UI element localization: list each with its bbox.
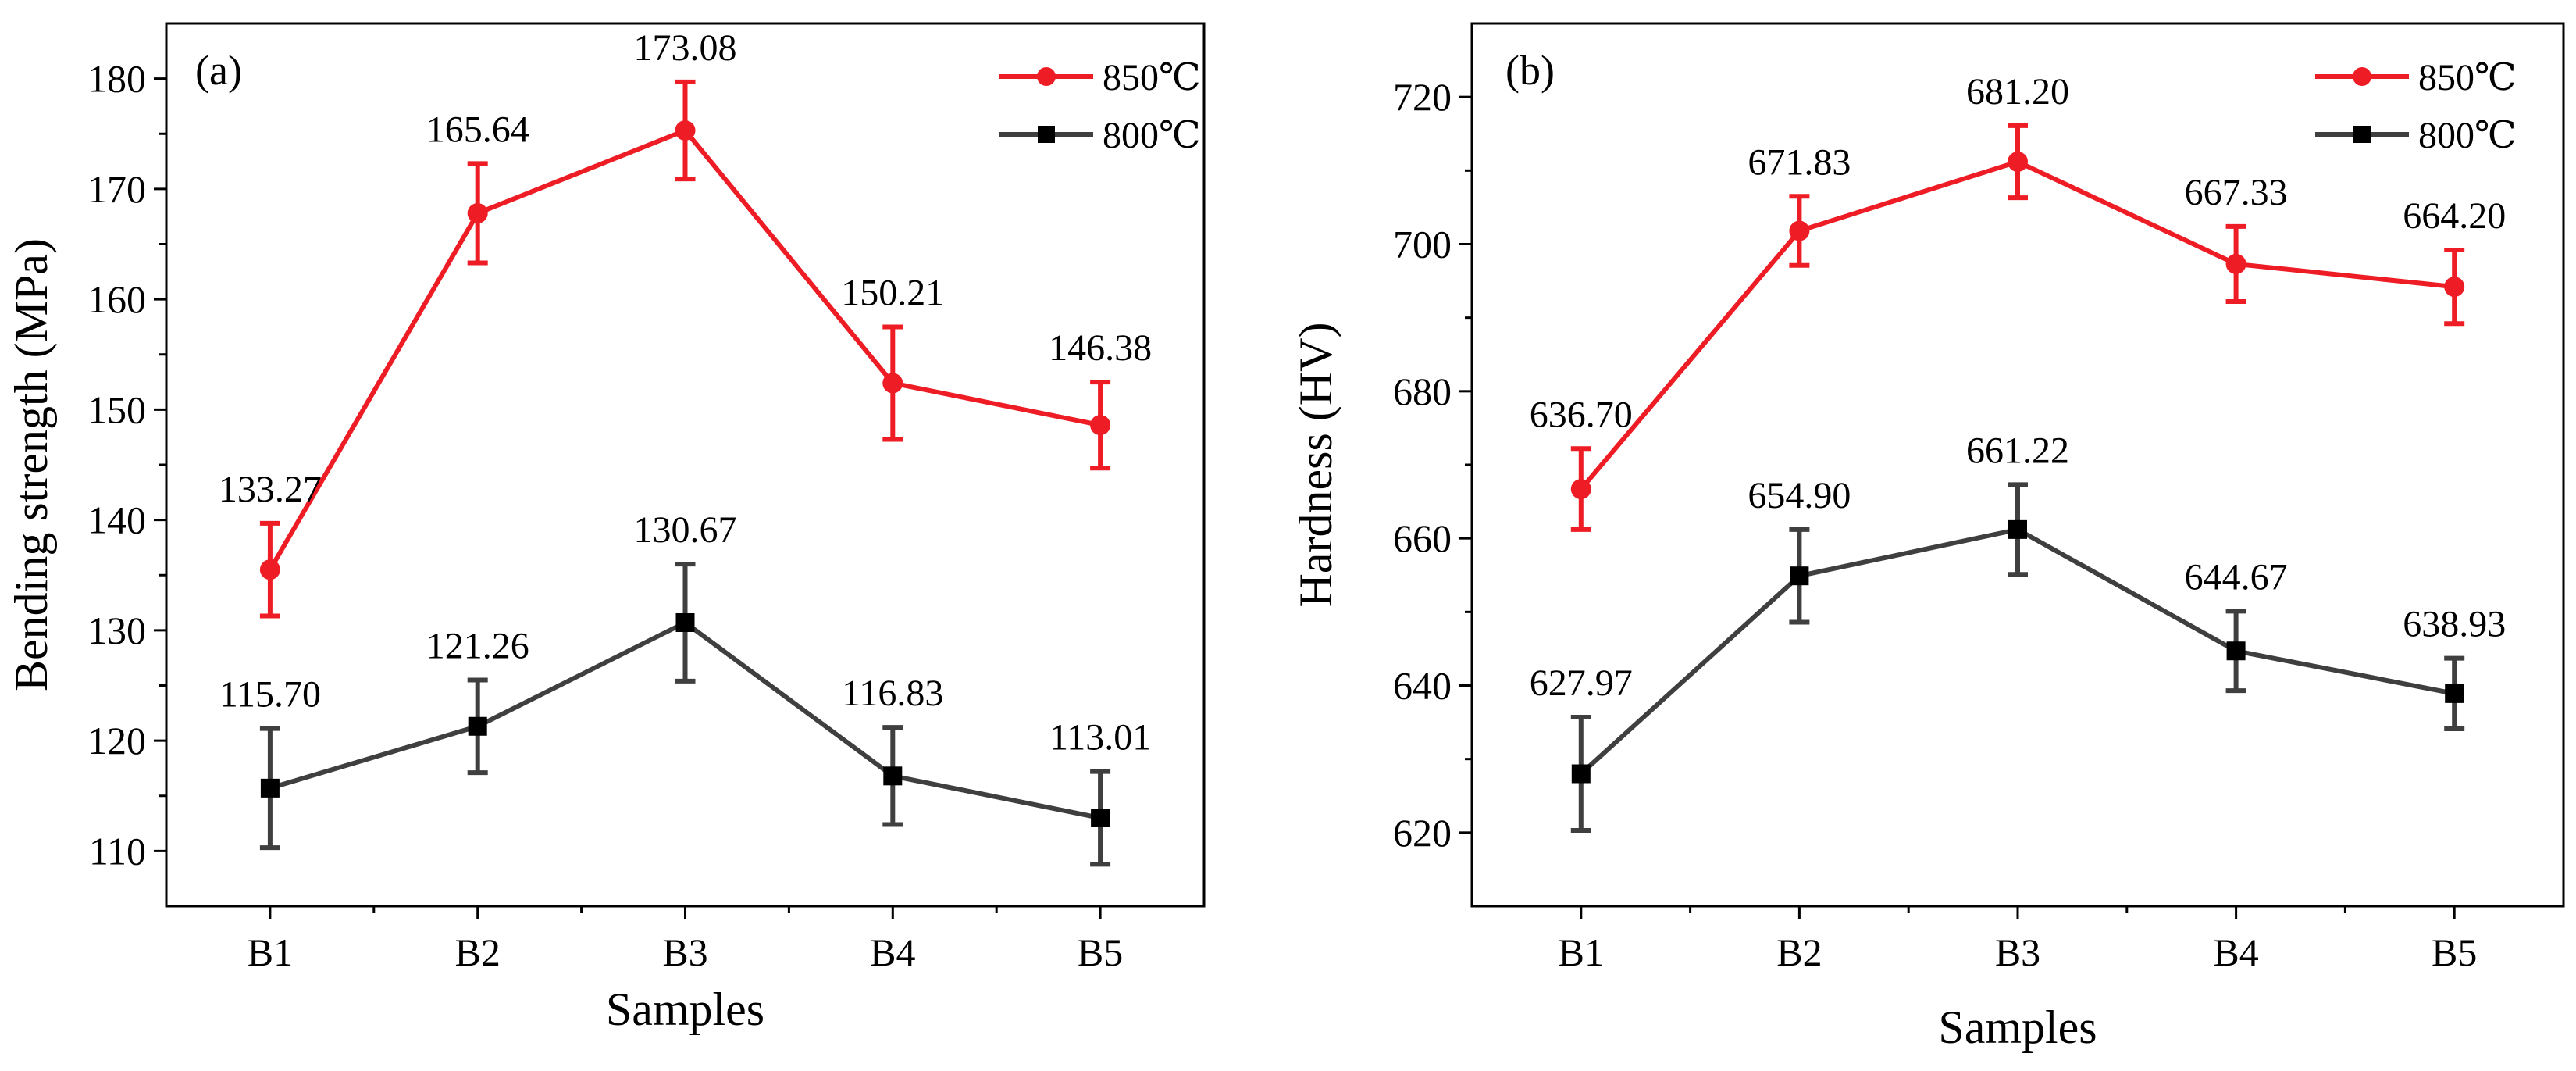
x-tick-label: B4 (870, 930, 915, 974)
data-point (2008, 519, 2027, 539)
x-tick-label: B4 (2213, 930, 2258, 974)
series-line (268, 127, 1101, 571)
data-point (259, 559, 280, 580)
x-tick-label: B1 (248, 930, 293, 974)
y-tick-label: 110 (89, 829, 146, 873)
data-point (1571, 764, 1591, 784)
data-point (1789, 220, 1810, 241)
data-label: 121.26 (426, 625, 529, 666)
data-label: 130.67 (634, 509, 737, 551)
data-point (1091, 809, 1110, 827)
legend: 850℃ 800℃ (2315, 57, 2517, 156)
x-axis-title: Samples (1938, 1001, 2097, 1053)
data-label: 667.33 (2185, 172, 2288, 213)
x-tick-label: B3 (662, 930, 707, 974)
data-point (260, 778, 280, 798)
series-800C: 627.97 654.90 661.22 644.67 638.93 (1530, 430, 2506, 834)
data-point (883, 766, 903, 786)
legend-label: 850℃ (1103, 57, 1201, 98)
x-tick-label: B1 (1559, 930, 1604, 974)
y-axis-title: Bending strength (MPa) (5, 238, 57, 691)
panel-label: (a) (195, 47, 242, 94)
y-axis-title: Hardness (HV) (1290, 323, 1341, 608)
data-point (2226, 641, 2246, 661)
y-tick-label: 130 (87, 609, 146, 652)
data-point (882, 373, 903, 394)
data-label: 133.27 (219, 469, 322, 510)
legend-marker (2353, 126, 2371, 143)
data-label: 644.67 (2185, 556, 2288, 598)
legend-label: 850℃ (2418, 57, 2517, 98)
data-point (2445, 684, 2464, 703)
x-tick-label: B3 (1995, 930, 2040, 974)
legend-label: 800℃ (2418, 115, 2517, 156)
data-label: 661.22 (1966, 430, 2069, 471)
data-point (2008, 152, 2028, 173)
x-tick-label: B2 (1776, 930, 1822, 974)
series-850C: 133.27 165.64 173.08 150.21 146.38 (219, 27, 1152, 619)
data-point (675, 120, 696, 141)
data-point (1570, 479, 1591, 500)
panel-label: (b) (1505, 47, 1555, 94)
x-tick-label: B2 (455, 930, 501, 974)
y-tick-label: 680 (1393, 369, 1452, 413)
y-tick-label: 170 (87, 167, 146, 211)
y-tick-label: 120 (87, 719, 146, 762)
panel-b: 620 640 660 680 700 720 B1 B2 B3 B4 B5 Samples Hardn… (1290, 22, 2565, 1053)
data-point (1790, 566, 1809, 586)
legend-marker (1037, 67, 1056, 86)
data-point (468, 716, 487, 736)
data-label: 638.93 (2403, 604, 2506, 645)
data-point (675, 612, 695, 632)
data-label: 636.70 (1530, 394, 1633, 435)
series-850C: 636.70 671.83 681.20 667.33 664.20 (1530, 71, 2506, 532)
data-label: 671.83 (1748, 141, 1851, 183)
data-label: 165.64 (426, 109, 529, 150)
legend-label: 800℃ (1103, 115, 1201, 156)
y-tick-label: 660 (1393, 516, 1452, 560)
data-label: 173.08 (634, 27, 737, 69)
data-label: 150.21 (841, 272, 944, 313)
data-point (467, 202, 488, 223)
y-tick-label: 700 (1393, 223, 1452, 266)
panel-a: 110 120 130 140 150 160 170 180 B1 B2 B3 B4 B5 Sample… (5, 22, 1206, 1035)
legend-marker (2353, 67, 2371, 86)
y-tick-label: 180 (87, 57, 146, 101)
series-800C: 115.70 121.26 130.67 116.83 113.01 (219, 509, 1151, 867)
y-tick-label: 620 (1393, 811, 1452, 855)
x-tick-label: B5 (1078, 930, 1123, 974)
data-point (2225, 253, 2246, 274)
y-tick-label: 140 (87, 498, 146, 542)
legend: 850℃ 800℃ (999, 57, 1201, 156)
data-label: 146.38 (1049, 327, 1152, 369)
data-label: 664.20 (2403, 195, 2506, 237)
x-axis-title: Samples (606, 984, 764, 1035)
y-tick-label: 720 (1393, 75, 1452, 119)
y-tick-label: 640 (1393, 664, 1452, 708)
data-label: 654.90 (1748, 475, 1851, 516)
y-tick-label: 160 (87, 277, 146, 321)
data-label: 681.20 (1966, 71, 2069, 112)
data-label: 113.01 (1049, 717, 1151, 759)
y-tick-label: 150 (87, 387, 146, 431)
data-point (2444, 277, 2465, 298)
x-tick-label: B5 (2432, 930, 2477, 974)
data-label: 627.97 (1530, 662, 1633, 704)
data-label: 116.83 (842, 673, 943, 714)
legend-marker (1038, 126, 1055, 143)
data-label: 115.70 (219, 674, 321, 716)
data-point (1090, 415, 1111, 436)
